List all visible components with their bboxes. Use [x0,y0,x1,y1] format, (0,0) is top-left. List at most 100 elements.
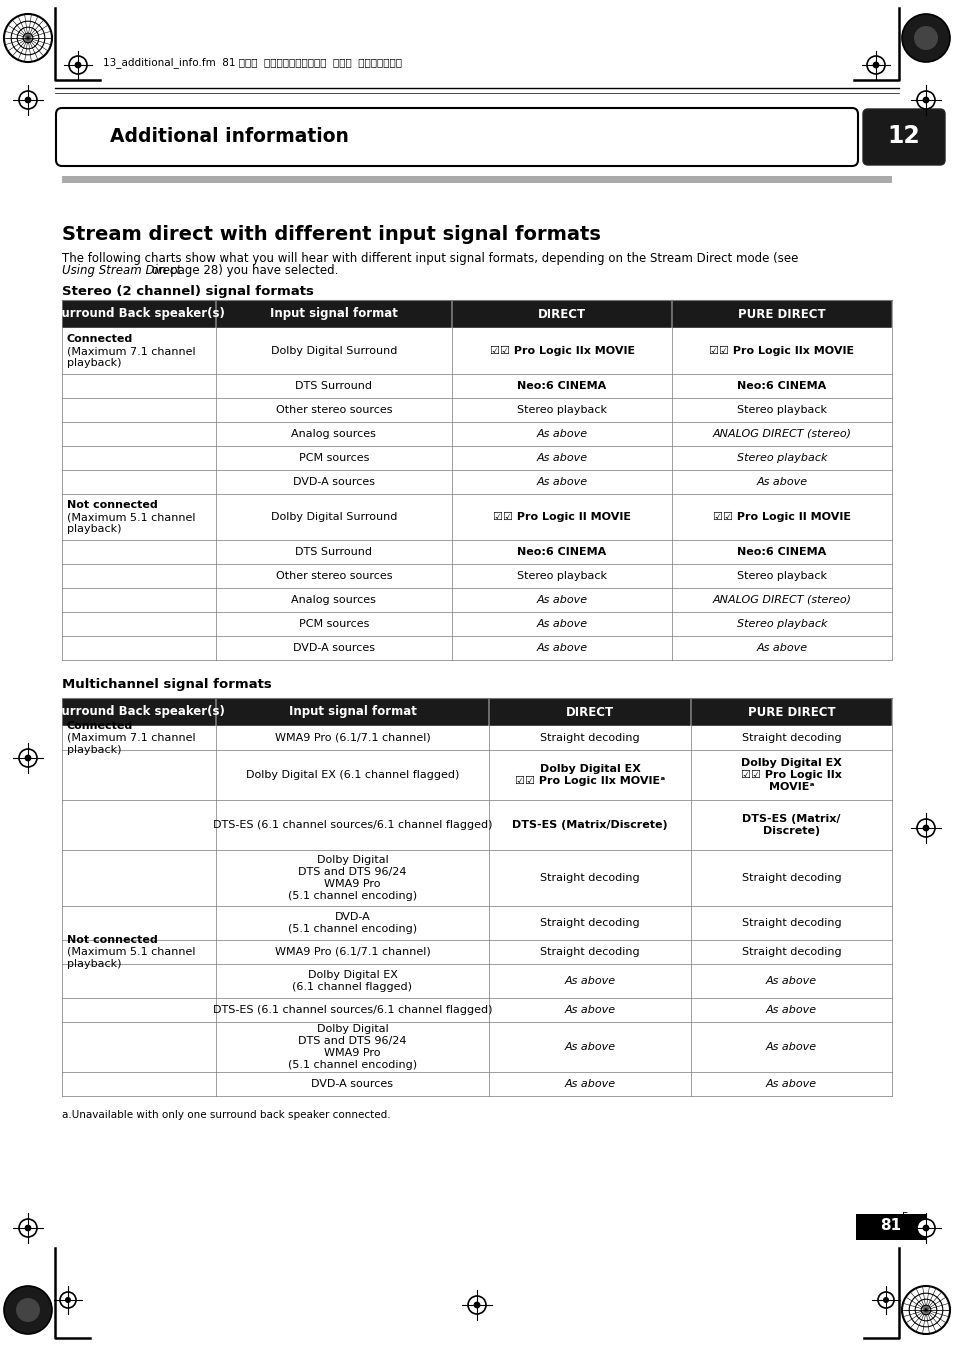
Text: As above: As above [564,1079,615,1089]
Circle shape [916,91,934,109]
Text: Neo:6 CINEMA: Neo:6 CINEMA [737,547,826,557]
Bar [671,328,891,374]
Text: As above: As above [765,1005,816,1015]
Text: ☑☑ Pro Logic IIx MOVIE: ☑☑ Pro Logic IIx MOVIE [709,346,854,357]
Bar [671,612,891,636]
Circle shape [922,1224,928,1231]
Bar [62,374,215,399]
Text: Neo:6 CINEMA: Neo:6 CINEMA [517,381,606,390]
Bar [215,800,489,850]
Text: Other stereo sources: Other stereo sources [275,405,392,415]
Text: Stereo playback: Stereo playback [737,405,826,415]
Text: Stereo (2 channel) signal formats: Stereo (2 channel) signal formats [62,285,314,299]
Circle shape [69,55,87,74]
Text: Connected: Connected [67,721,133,731]
Text: (5.1 channel encoding): (5.1 channel encoding) [288,924,416,934]
Text: Surround Back speaker(s): Surround Back speaker(s) [52,705,225,719]
Text: Dolby Digital Surround: Dolby Digital Surround [271,512,396,521]
Text: Analog sources: Analog sources [291,594,375,605]
Text: WMA9 Pro (6.1/7.1 channel): WMA9 Pro (6.1/7.1 channel) [274,947,430,957]
FancyBboxPatch shape [56,108,857,166]
Circle shape [901,14,949,62]
Circle shape [866,55,884,74]
Text: (Maximum 7.1 channel: (Maximum 7.1 channel [67,346,195,357]
Bar [671,374,891,399]
Circle shape [16,1298,40,1323]
Text: Straight decoding: Straight decoding [539,873,639,884]
Text: 13_additional_info.fm  81 ページ  ２００６年３月３０日  木曜日  午後９時５１分: 13_additional_info.fm 81 ページ ２００６年３月３０日 … [103,58,401,69]
Text: Multichannel signal formats: Multichannel signal formats [62,678,272,690]
Text: As above: As above [536,477,587,486]
Text: DIRECT: DIRECT [537,308,585,320]
Bar [215,494,452,540]
Bar [452,300,671,328]
Text: Straight decoding: Straight decoding [740,917,841,928]
Bar [452,540,671,563]
Circle shape [877,1292,893,1308]
Text: ANALOG DIRECT (stereo): ANALOG DIRECT (stereo) [712,430,851,439]
Bar [62,850,215,907]
Text: PCM sources: PCM sources [298,619,369,630]
Bar [452,612,671,636]
Text: WMA9 Pro: WMA9 Pro [324,1048,380,1058]
Circle shape [74,62,81,69]
Text: Straight decoding: Straight decoding [539,734,639,743]
Text: (5.1 channel encoding): (5.1 channel encoding) [288,892,416,901]
Circle shape [922,96,928,104]
Bar [671,494,891,540]
Text: Stereo playback: Stereo playback [736,453,826,463]
Bar [215,612,452,636]
Text: ANALOG DIRECT (stereo): ANALOG DIRECT (stereo) [712,594,851,605]
Text: Stereo playback: Stereo playback [517,571,606,581]
Bar [215,636,452,661]
Text: As above: As above [564,975,615,986]
Bar [62,300,215,328]
Circle shape [913,26,937,50]
Text: ☑☑ Pro Logic IIx: ☑☑ Pro Logic IIx [740,770,841,780]
Text: DTS-ES (Matrix/Discrete): DTS-ES (Matrix/Discrete) [512,820,667,830]
Text: (Maximum 7.1 channel: (Maximum 7.1 channel [67,734,195,743]
Bar [452,422,671,446]
Bar [690,725,891,750]
Bar [62,800,215,850]
Bar [215,850,489,907]
Text: PCM sources: PCM sources [298,453,369,463]
Bar [215,588,452,612]
Bar [62,1071,215,1096]
Bar [690,800,891,850]
Text: PURE DIRECT: PURE DIRECT [747,705,834,719]
Text: ☑☑ Pro Logic IIx MOVIE: ☑☑ Pro Logic IIx MOVIE [489,346,634,357]
Text: playback): playback) [67,524,121,534]
Text: The following charts show what you will hear with different input signal formats: The following charts show what you will … [62,253,798,265]
Circle shape [19,748,37,767]
Bar [690,1021,891,1071]
Text: Dolby Digital EX: Dolby Digital EX [539,765,639,774]
Bar [62,698,215,725]
Circle shape [473,1301,480,1308]
Text: Stereo playback: Stereo playback [517,405,606,415]
Text: As above: As above [536,643,587,653]
Bar [62,612,215,636]
Bar [215,563,452,588]
Text: DVD-A: DVD-A [335,912,370,921]
Bar [690,750,891,800]
Text: Stereo playback: Stereo playback [737,571,826,581]
Bar [62,563,215,588]
Bar [62,998,215,1021]
Text: As above: As above [564,1005,615,1015]
Bar [452,563,671,588]
Bar [489,965,690,998]
Text: DVD-A sources: DVD-A sources [312,1079,393,1089]
Text: As above: As above [765,975,816,986]
Bar [671,300,891,328]
Bar [489,1071,690,1096]
FancyBboxPatch shape [862,109,944,165]
Circle shape [65,1297,71,1304]
Bar [62,636,215,661]
Text: WMA9 Pro: WMA9 Pro [324,880,380,889]
Text: Discrete): Discrete) [762,825,819,836]
Text: Straight decoding: Straight decoding [740,873,841,884]
Text: PURE DIRECT: PURE DIRECT [738,308,825,320]
Text: DTS and DTS 96/24: DTS and DTS 96/24 [298,1036,406,1046]
Bar [690,850,891,907]
